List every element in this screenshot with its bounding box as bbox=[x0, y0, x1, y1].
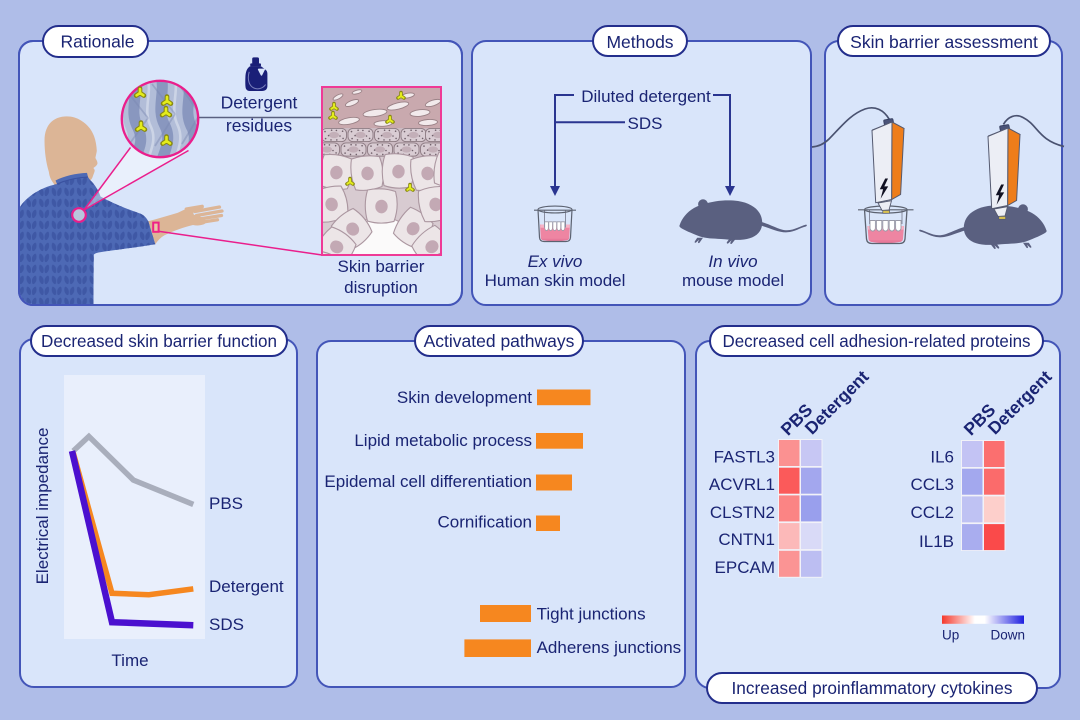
svg-text:Increased proinflammatory cyto: Increased proinflammatory cytokines bbox=[732, 678, 1013, 698]
svg-text:Decreased cell adhesion-relate: Decreased cell adhesion-related proteins bbox=[723, 331, 1031, 351]
svg-text:Tight junctions: Tight junctions bbox=[537, 604, 646, 623]
svg-text:Time: Time bbox=[111, 651, 148, 670]
svg-text:Skin development: Skin development bbox=[397, 388, 532, 407]
svg-text:In vivo: In vivo bbox=[708, 252, 757, 271]
svg-text:Decreased skin barrier functio: Decreased skin barrier function bbox=[41, 331, 277, 351]
svg-text:CCL3: CCL3 bbox=[911, 475, 954, 494]
svg-text:CNTN1: CNTN1 bbox=[718, 530, 775, 549]
svg-text:SDS: SDS bbox=[209, 615, 244, 634]
svg-text:Human skin model: Human skin model bbox=[485, 271, 626, 290]
svg-text:mouse model: mouse model bbox=[682, 271, 784, 290]
svg-text:EPCAM: EPCAM bbox=[715, 558, 775, 577]
svg-text:Down: Down bbox=[990, 628, 1025, 643]
svg-text:IL6: IL6 bbox=[930, 448, 954, 467]
svg-text:Adherens junctions: Adherens junctions bbox=[537, 638, 682, 657]
svg-text:Diluted detergent: Diluted detergent bbox=[581, 87, 711, 106]
svg-text:SDS: SDS bbox=[628, 114, 663, 133]
svg-text:ACVRL1: ACVRL1 bbox=[709, 475, 775, 494]
svg-text:Detergent: Detergent bbox=[221, 93, 298, 113]
svg-text:disruption: disruption bbox=[344, 278, 418, 297]
svg-text:FASTL3: FASTL3 bbox=[714, 448, 775, 467]
svg-text:Skin barrier: Skin barrier bbox=[338, 257, 425, 276]
svg-text:Skin barrier assessment: Skin barrier assessment bbox=[850, 32, 1038, 52]
svg-text:Lipid metabolic process: Lipid metabolic process bbox=[354, 431, 532, 450]
svg-text:CLSTN2: CLSTN2 bbox=[710, 503, 775, 522]
svg-text:Methods: Methods bbox=[606, 32, 673, 52]
svg-text:Electrical impedance: Electrical impedance bbox=[33, 428, 52, 585]
svg-text:IL1B: IL1B bbox=[919, 532, 954, 551]
svg-text:Rationale: Rationale bbox=[61, 32, 135, 52]
svg-text:Detergent: Detergent bbox=[209, 577, 284, 596]
svg-text:Ex vivo: Ex vivo bbox=[528, 252, 583, 271]
svg-text:Epidemal cell differentiation: Epidemal cell differentiation bbox=[324, 472, 532, 491]
svg-text:Up: Up bbox=[942, 628, 959, 643]
svg-text:PBS: PBS bbox=[209, 494, 243, 513]
svg-text:CCL2: CCL2 bbox=[911, 503, 954, 522]
svg-text:Cornification: Cornification bbox=[438, 513, 533, 532]
svg-text:Activated pathways: Activated pathways bbox=[424, 331, 575, 351]
svg-text:residues: residues bbox=[226, 116, 292, 136]
